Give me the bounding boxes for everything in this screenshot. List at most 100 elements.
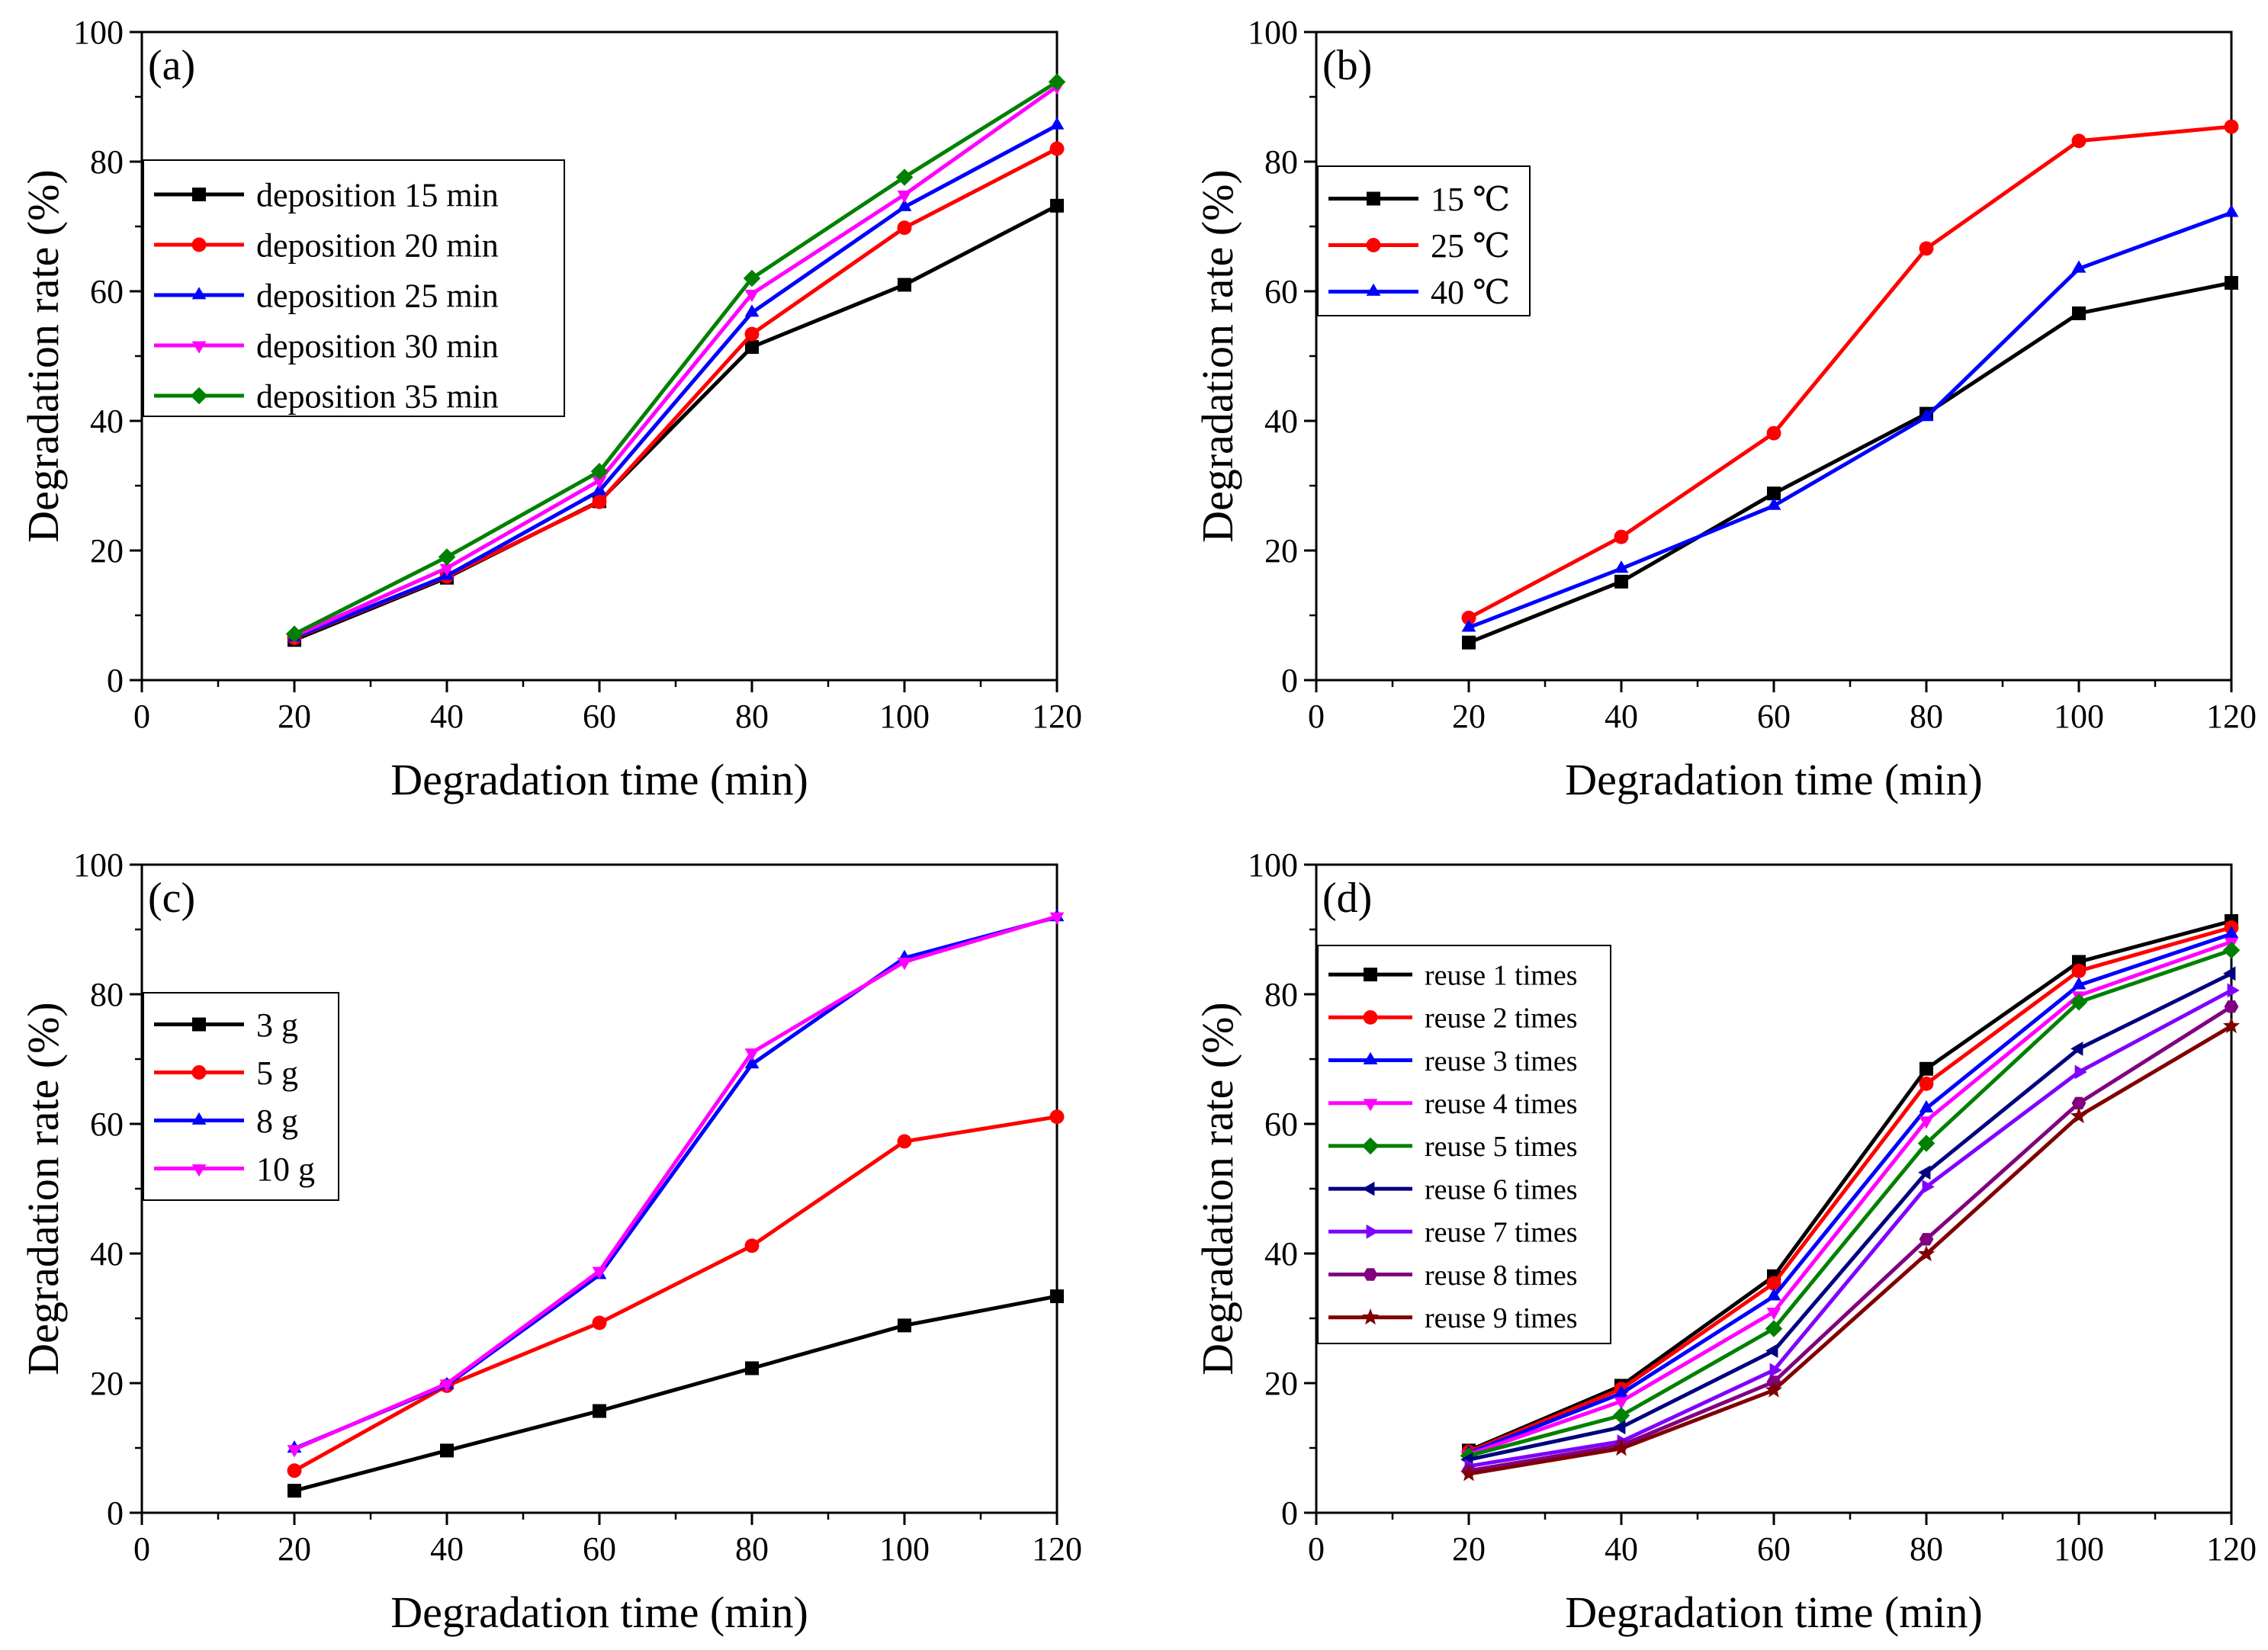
data-point bbox=[2070, 1042, 2083, 1056]
legend-entry: deposition 15 min bbox=[154, 176, 499, 213]
series-1 bbox=[288, 1289, 1064, 1498]
data-point bbox=[593, 1404, 606, 1418]
y-tick-label: 20 bbox=[1264, 1365, 1298, 1402]
series-4 bbox=[287, 912, 1065, 1458]
data-point bbox=[438, 548, 456, 566]
data-point bbox=[1614, 560, 1629, 573]
panel-label: (b) bbox=[1322, 42, 1372, 89]
legend-label: deposition 20 min bbox=[256, 226, 499, 264]
legend-entry: deposition 25 min bbox=[154, 277, 499, 314]
legend-entry: reuse 2 times bbox=[1328, 1003, 1578, 1035]
x-tick-label: 20 bbox=[1452, 698, 1486, 735]
series-6 bbox=[1460, 966, 2236, 1467]
x-tick-label: 40 bbox=[1605, 1530, 1638, 1568]
series-line bbox=[1468, 971, 2233, 1462]
data-point bbox=[897, 1134, 912, 1149]
data-point bbox=[2224, 204, 2239, 217]
legend-marker bbox=[192, 1017, 206, 1032]
data-point bbox=[1765, 1320, 1783, 1337]
series-line bbox=[1468, 988, 2233, 1469]
x-axis-title: Degradation time (min) bbox=[1565, 1587, 1983, 1637]
data-point bbox=[1614, 1385, 1629, 1398]
data-point bbox=[287, 1445, 302, 1458]
panel-d: 0 20 40 60 80 100 120 0 20 40 60 80 100 Degradation t… bbox=[1193, 846, 2257, 1637]
legend-marker bbox=[192, 188, 206, 201]
data-point bbox=[2224, 926, 2239, 939]
legend-entry: deposition 30 min bbox=[154, 327, 499, 364]
data-point bbox=[1766, 1288, 1781, 1301]
data-point bbox=[288, 1484, 301, 1498]
x-axis-title: Degradation time (min) bbox=[1565, 755, 1983, 804]
y-tick-label: 60 bbox=[1264, 1106, 1298, 1143]
data-point bbox=[2074, 1064, 2087, 1080]
legend-marker bbox=[1363, 1268, 1378, 1281]
x-tick-label: 0 bbox=[1308, 698, 1325, 735]
legend-label: 3 g bbox=[256, 1006, 298, 1044]
data-point bbox=[1049, 912, 1065, 925]
data-point bbox=[897, 958, 912, 971]
series-line bbox=[1468, 1005, 2233, 1473]
legend-box bbox=[143, 159, 565, 417]
x-tick-label: 80 bbox=[735, 698, 769, 735]
series-3 bbox=[1461, 204, 2239, 632]
y-tick-label: 80 bbox=[1264, 143, 1298, 181]
data-point bbox=[2071, 260, 2086, 273]
legend: reuse 1 times reuse 2 times reuse 3 times r… bbox=[1317, 945, 1611, 1344]
legend-entry: 25 ℃ bbox=[1328, 227, 1510, 265]
x-tick-label: 60 bbox=[1757, 1530, 1791, 1568]
x-tick-label: 80 bbox=[1910, 698, 1943, 735]
data-point bbox=[1917, 1135, 1936, 1152]
data-point bbox=[287, 1463, 302, 1478]
legend-marker bbox=[1363, 1010, 1378, 1025]
series-line bbox=[1468, 925, 2232, 1454]
legend-entry: 5 g bbox=[154, 1055, 298, 1092]
x-axis-title: Degradation time (min) bbox=[390, 1587, 808, 1637]
legend-entry: 10 g bbox=[154, 1151, 315, 1188]
data-point bbox=[898, 1318, 911, 1333]
x-tick-label: 60 bbox=[583, 698, 616, 735]
panel-label: (c) bbox=[148, 875, 195, 922]
data-point bbox=[744, 304, 760, 317]
data-point bbox=[1917, 1245, 1936, 1262]
data-point bbox=[897, 190, 912, 204]
y-axis-title: Degradation rate (%) bbox=[1193, 1002, 1242, 1376]
y-tick-label: 40 bbox=[1264, 1235, 1298, 1273]
y-tick-label: 60 bbox=[90, 273, 124, 310]
data-point bbox=[2225, 275, 2238, 290]
data-point bbox=[592, 1266, 607, 1279]
data-point bbox=[1766, 1276, 1781, 1291]
legend-entry: deposition 35 min bbox=[154, 377, 499, 415]
y-tick-label: 40 bbox=[90, 403, 124, 440]
legend-marker bbox=[191, 237, 207, 252]
data-point bbox=[744, 1056, 760, 1069]
data-point bbox=[744, 326, 760, 342]
x-tick-label: 40 bbox=[430, 1530, 464, 1568]
x-tick-label: 80 bbox=[1910, 1530, 1943, 1568]
data-point bbox=[2227, 983, 2240, 998]
legend: 15 ℃ 25 ℃ 40 ℃ bbox=[1317, 165, 1531, 316]
data-point bbox=[1612, 1440, 1630, 1456]
x-tick-label: 0 bbox=[133, 698, 150, 735]
data-point bbox=[2070, 994, 2088, 1011]
legend-label: reuse 6 times bbox=[1425, 1173, 1578, 1205]
data-point bbox=[1049, 1109, 1065, 1125]
series-line bbox=[294, 914, 1058, 1451]
legend-entry: 15 ℃ bbox=[1328, 181, 1510, 218]
legend-label: reuse 8 times bbox=[1425, 1260, 1578, 1292]
data-point bbox=[2071, 977, 2086, 990]
data-point bbox=[744, 290, 760, 303]
legend-entry: 40 ℃ bbox=[1328, 274, 1510, 311]
y-tick-label: 60 bbox=[1264, 273, 1298, 310]
data-point bbox=[1614, 1397, 1629, 1410]
series-line bbox=[1468, 281, 2232, 645]
x-tick-label: 100 bbox=[879, 1530, 930, 1568]
series-1 bbox=[1462, 275, 2238, 650]
series-line bbox=[1468, 939, 2232, 1456]
panel-b: 0 20 40 60 80 100 120 0 20 40 60 80 100 Degradation t… bbox=[1193, 14, 2257, 804]
panel-a: 0 20 40 60 80 100 120 0 20 40 60 80 100 Degradation t… bbox=[18, 14, 1082, 804]
data-point bbox=[1919, 1116, 1934, 1129]
legend-label: reuse 3 times bbox=[1425, 1045, 1578, 1077]
y-tick-label: 20 bbox=[1264, 532, 1298, 570]
x-tick-label: 60 bbox=[583, 1530, 616, 1568]
